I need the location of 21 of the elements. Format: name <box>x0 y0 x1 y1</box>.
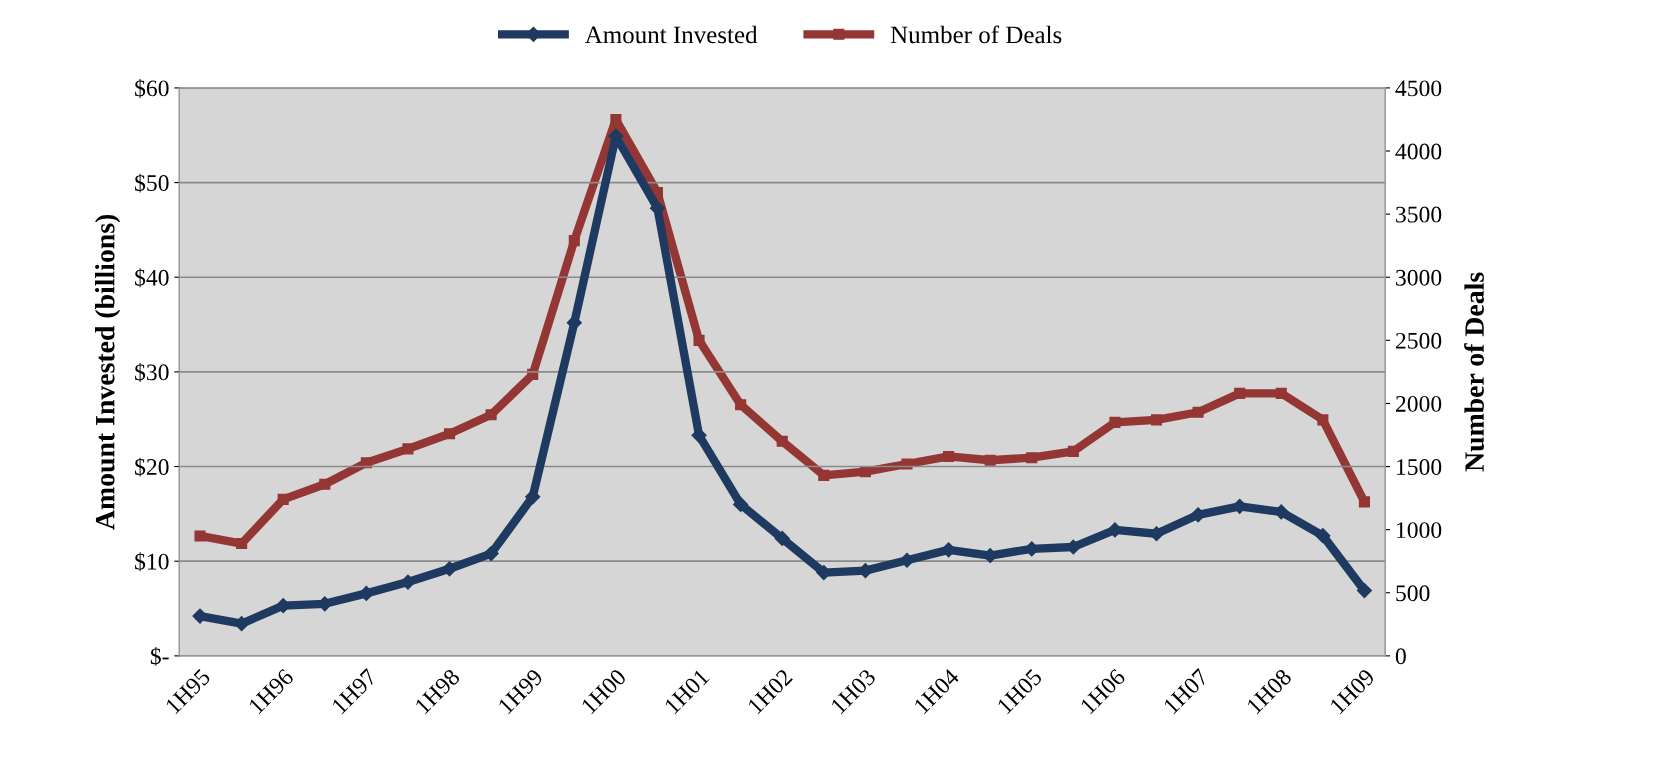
y2-tick-label: 3500 <box>1396 206 1442 223</box>
y2-tick-label: 3000 <box>1396 269 1442 286</box>
y2-tick-label: 2500 <box>1395 332 1442 349</box>
legend-label: Number of Deals <box>890 25 1062 44</box>
y2-axis-title: Number of Deals <box>1464 272 1485 472</box>
y-tick-label: $10 <box>135 552 169 572</box>
y-tick-label: $30 <box>135 362 169 382</box>
y-tick-label: $60 <box>135 79 169 98</box>
y2-tick-label: 1500 <box>1397 459 1442 475</box>
legend-label: Amount Invested <box>584 25 758 44</box>
y-axis-title: Amount Invested (billions) <box>95 214 121 530</box>
y2-tick-label: 4000 <box>1395 143 1442 160</box>
y-tick-label: $50 <box>135 173 169 193</box>
y2-tick-label: 500 <box>1396 585 1430 602</box>
y-tick-label: $40 <box>135 268 169 288</box>
y-tick-label: $20 <box>135 457 169 477</box>
y2-tick-label: 2000 <box>1395 395 1442 412</box>
y-tick-label: $- <box>150 646 169 666</box>
y2-tick-label: 4500 <box>1395 80 1442 97</box>
y2-tick-label: 1000 <box>1397 522 1442 539</box>
y2-tick-label: 0 <box>1395 648 1406 665</box>
